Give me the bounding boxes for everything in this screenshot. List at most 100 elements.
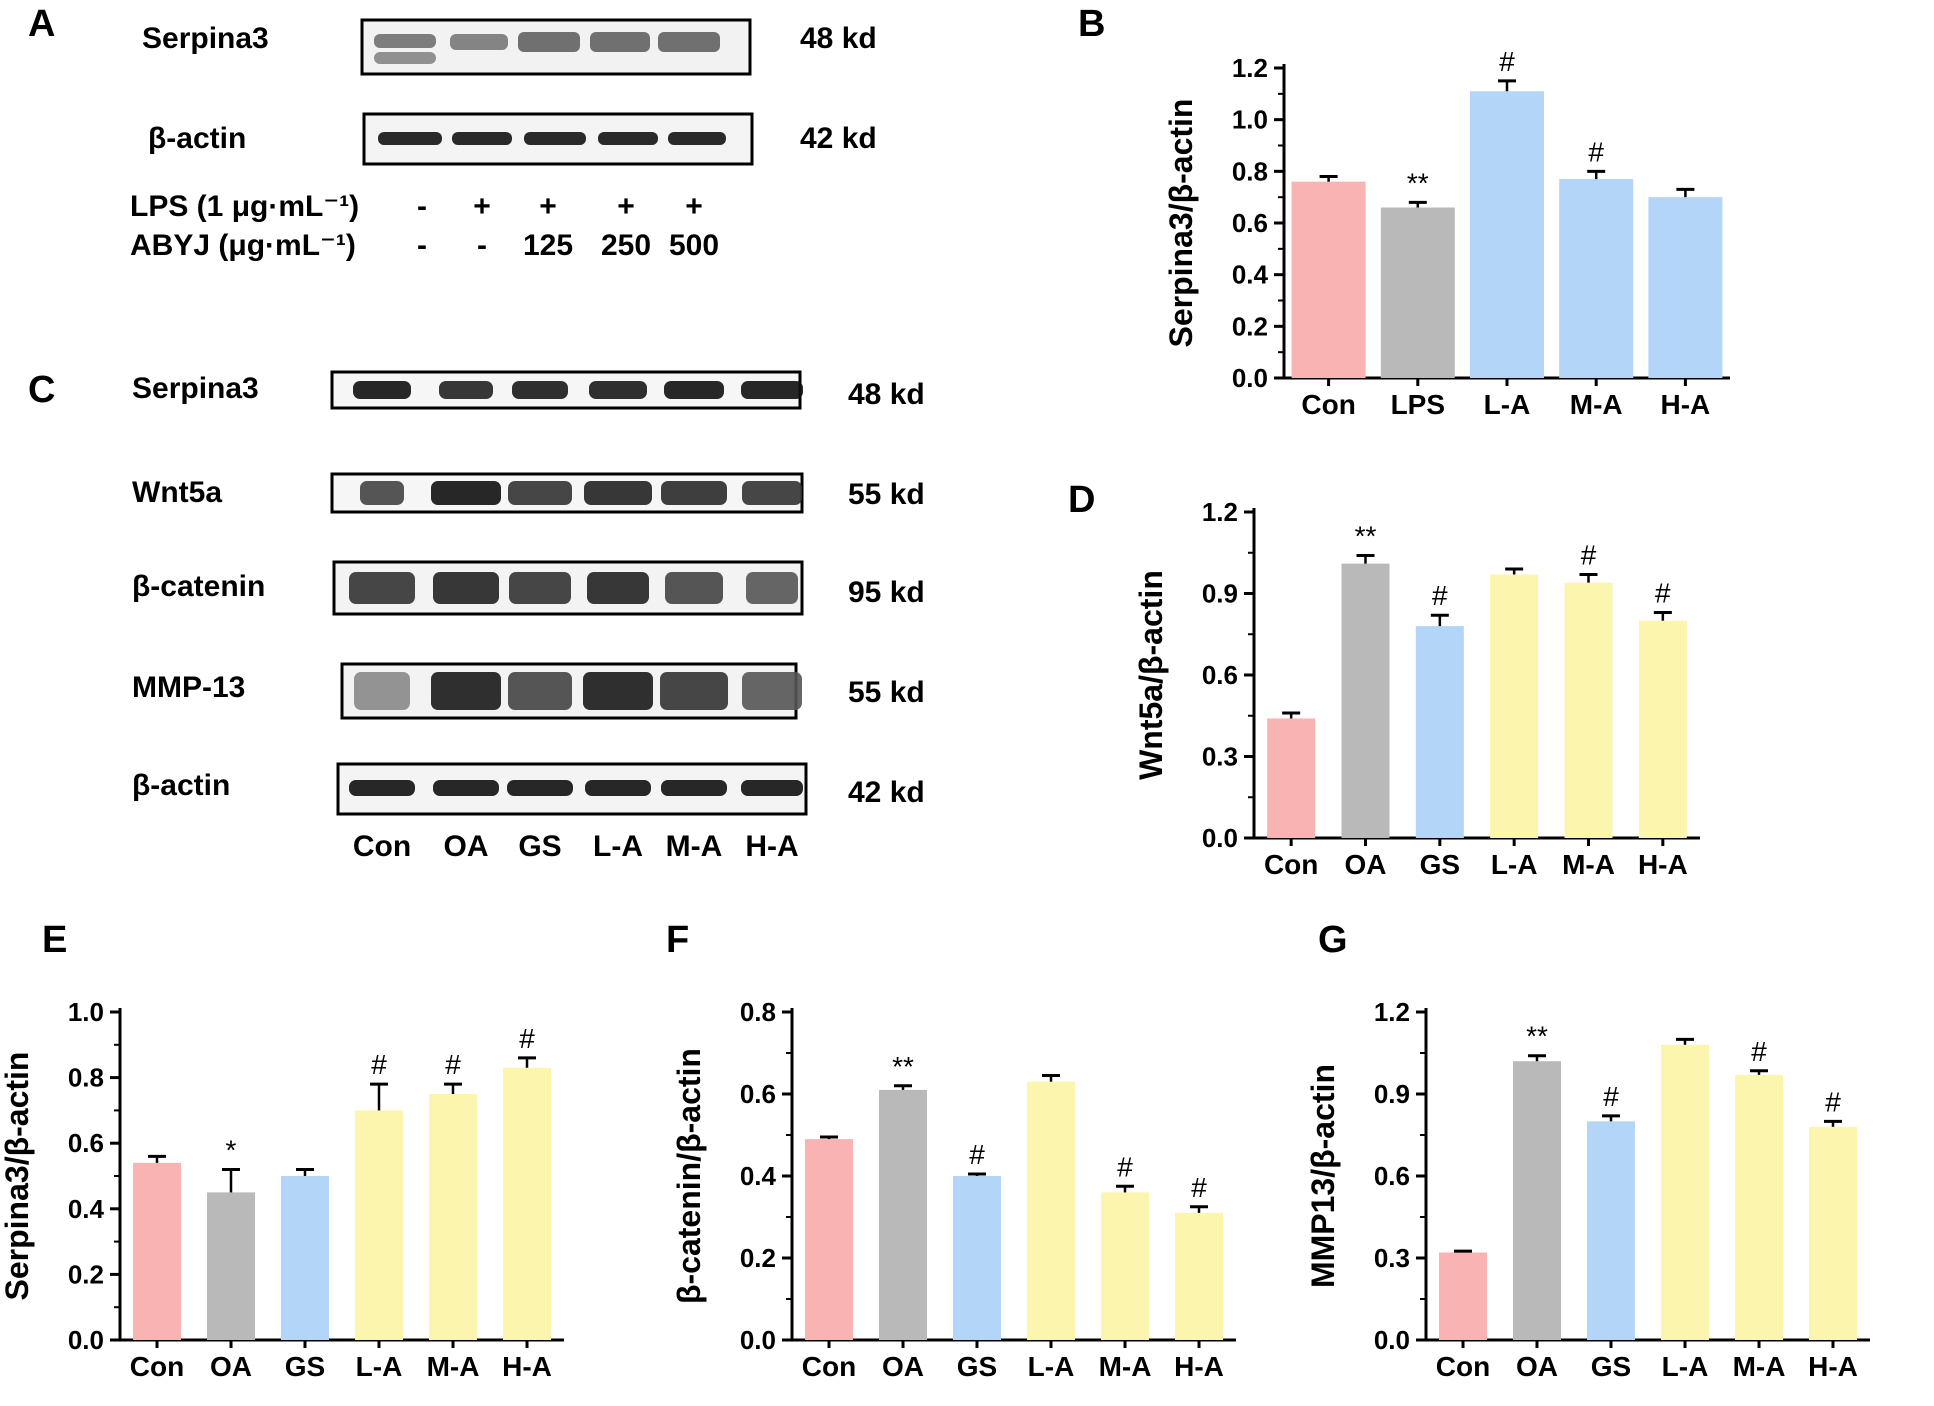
blot-band	[524, 132, 586, 145]
y-tick-label: 0.8	[740, 997, 776, 1027]
blot-c-row-label: β-catenin	[132, 570, 265, 603]
bar	[503, 1067, 551, 1340]
y-tick-label: 0.2	[68, 1259, 104, 1289]
condition-value: +	[617, 190, 635, 223]
significance-marker: *	[226, 1134, 237, 1165]
y-tick-label: 0.9	[1202, 579, 1238, 609]
y-axis-label: Wnt5a/β-actin	[1133, 570, 1169, 780]
y-tick-label: 0.3	[1374, 1243, 1410, 1273]
condition-value: +	[685, 190, 703, 223]
y-tick-label: 1.2	[1232, 53, 1268, 83]
bar	[1490, 574, 1539, 838]
x-tick-label: GS	[957, 1351, 997, 1382]
x-tick-label: OA	[1516, 1351, 1558, 1382]
y-tick-label: 0.2	[740, 1243, 776, 1273]
blot-band	[433, 572, 499, 604]
blot-band	[349, 572, 415, 604]
x-tick-label: Con	[130, 1351, 184, 1382]
blot-band	[450, 34, 508, 50]
significance-marker: **	[1355, 520, 1377, 551]
blot-c-bands	[349, 381, 803, 796]
blot-a-row-size: 42 kd	[800, 122, 877, 155]
bar	[1587, 1121, 1635, 1340]
x-tick-label: OA	[1345, 849, 1387, 880]
blot-band	[431, 481, 501, 505]
condition-value: -	[417, 229, 427, 262]
x-tick-label: M-A	[427, 1351, 480, 1382]
significance-marker: #	[1751, 1036, 1767, 1067]
blot-band	[433, 780, 499, 796]
x-tick-label: M-A	[1562, 849, 1615, 880]
blot-band	[507, 780, 573, 796]
x-tick-label: H-A	[502, 1351, 552, 1382]
significance-marker: **	[1407, 167, 1429, 198]
significance-marker: **	[892, 1051, 914, 1082]
y-tick-label: 0.3	[1202, 742, 1238, 772]
blot-a-row-size: 48 kd	[800, 22, 877, 55]
condition-value: -	[417, 190, 427, 223]
y-tick-label: 0.6	[1232, 208, 1268, 238]
panel-label-g: G	[1318, 919, 1348, 961]
blot-band	[378, 132, 442, 145]
blot-band	[741, 381, 803, 399]
blot-band	[741, 780, 803, 796]
bar	[1439, 1252, 1487, 1340]
y-axis-label: MMP13/β-actin	[1305, 1064, 1341, 1288]
significance-marker: #	[445, 1049, 461, 1080]
blot-a-bands	[378, 132, 726, 145]
blot-c-row-size: 55 kd	[848, 676, 925, 709]
blot-band	[658, 32, 720, 52]
bar	[1027, 1081, 1075, 1340]
x-tick-label: L-A	[1484, 389, 1531, 420]
charts: 0.0 0.2 0.4 0.6 0.8 1.0 1.2 Serpina3/β-actin Con…	[0, 46, 1870, 1382]
blot-band	[349, 780, 415, 796]
bar	[953, 1176, 1001, 1340]
condition-value: -	[477, 229, 487, 262]
blot-a-row-label: Serpina3	[142, 22, 269, 55]
blot-band	[374, 34, 436, 48]
blot-band	[360, 481, 404, 505]
y-tick-label: 1.0	[1232, 105, 1268, 135]
x-tick-label: H-A	[1174, 1351, 1224, 1382]
y-tick-label: 0.0	[1202, 823, 1238, 853]
bar	[355, 1110, 403, 1340]
x-tick-label: GS	[1420, 849, 1460, 880]
x-tick-label: L-A	[1662, 1351, 1709, 1382]
blot-band	[589, 381, 647, 399]
y-tick-label: 0.0	[1232, 363, 1268, 393]
x-tick-label: L-A	[356, 1351, 403, 1382]
bar	[1735, 1074, 1783, 1340]
condition-value: +	[473, 190, 491, 223]
blot-band	[583, 672, 653, 710]
significance-marker: #	[1191, 1172, 1207, 1203]
significance-marker: #	[1655, 578, 1671, 609]
y-tick-label: 0.0	[1374, 1325, 1410, 1355]
x-tick-label: OA	[882, 1351, 924, 1382]
y-tick-label: 0.0	[68, 1325, 104, 1355]
chart-e: 0.0 0.2 0.4 0.6 0.8 1.0 Serpina3/β-actin Con OA *…	[0, 997, 564, 1382]
x-tick-label: GS	[285, 1351, 325, 1382]
blot-band	[742, 481, 802, 505]
panel-label-d: D	[1068, 479, 1095, 521]
blot-band	[668, 132, 726, 145]
blot-band	[661, 780, 727, 796]
blot-band	[508, 672, 572, 710]
lane-label: Con	[353, 830, 411, 863]
bar	[1648, 197, 1723, 378]
significance-marker: #	[1603, 1081, 1619, 1112]
blot-c-row-size: 48 kd	[848, 378, 925, 411]
bar	[281, 1176, 329, 1340]
y-tick-label: 0.6	[1202, 660, 1238, 690]
bar	[207, 1192, 255, 1340]
bar	[1291, 181, 1366, 378]
significance-marker: #	[371, 1049, 387, 1080]
lane-label: L-A	[593, 830, 643, 863]
x-tick-label: Con	[802, 1351, 856, 1382]
blot-band	[587, 572, 649, 604]
lane-label: OA	[444, 830, 489, 863]
blot-c-row-size: 55 kd	[848, 478, 925, 511]
y-tick-label: 0.6	[740, 1079, 776, 1109]
y-tick-label: 1.2	[1374, 997, 1410, 1027]
y-axis-label: β-catenin/β-actin	[671, 1048, 707, 1304]
blot-band	[584, 481, 652, 505]
